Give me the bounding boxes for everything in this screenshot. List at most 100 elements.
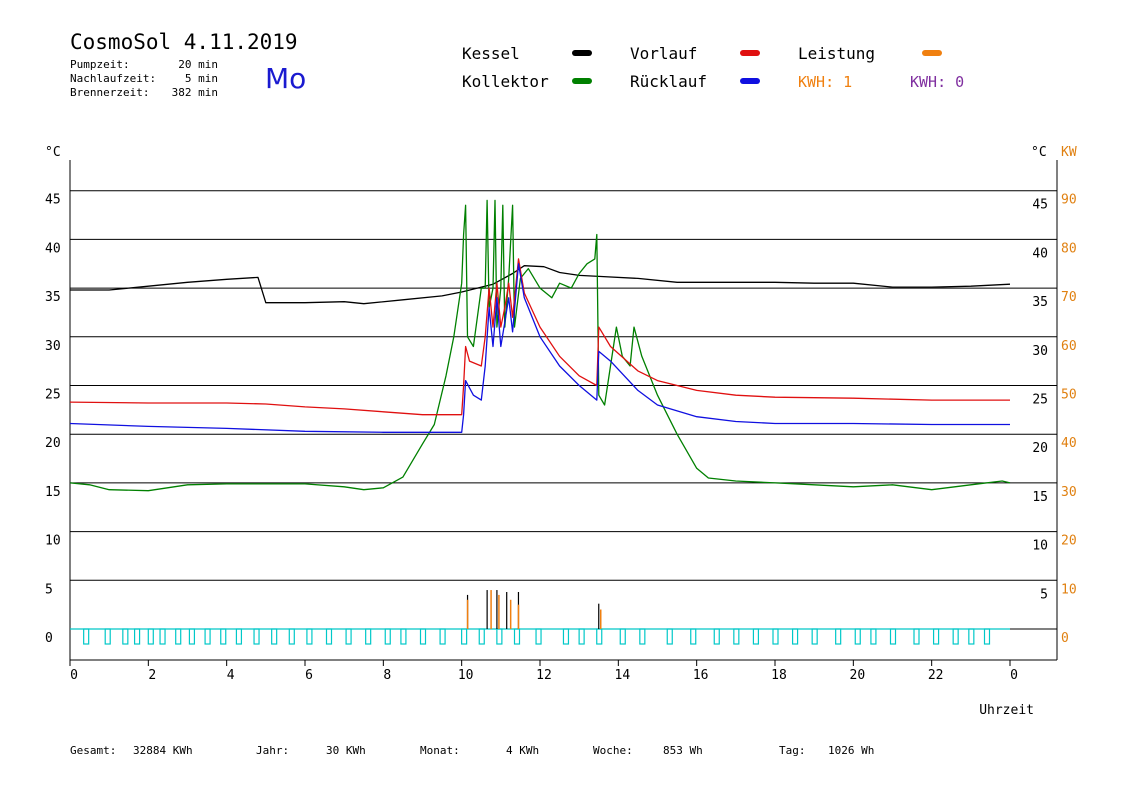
- y-axis-label-right-c: °C: [1031, 145, 1047, 160]
- pump-pulse: [122, 628, 129, 645]
- pump-pulse: [535, 628, 542, 645]
- burner-time-value: 382 min: [171, 86, 218, 99]
- y-axis-label-left: °C: [45, 145, 61, 160]
- pump-pulse: [365, 628, 372, 645]
- y-tick-left: 35: [45, 290, 61, 305]
- pump-time-value: 20 min: [178, 58, 218, 71]
- y-tick-right-c: 20: [1032, 441, 1048, 456]
- pump-pulse: [811, 628, 818, 645]
- pump-pulse: [253, 628, 260, 645]
- x-tick-label: 8: [383, 668, 391, 683]
- y-tick-right-kw: 60: [1061, 339, 1077, 354]
- footer-month-label: Monat:: [420, 744, 460, 757]
- y-tick-left: 20: [45, 436, 61, 451]
- footer-total-label: Gesamt:: [70, 744, 117, 757]
- legend-leistung-swatch: [922, 50, 942, 56]
- x-tick-label: 0: [70, 668, 78, 683]
- footer-year-value: 30 KWh: [326, 744, 366, 757]
- y-tick-right-kw: 40: [1061, 436, 1077, 451]
- pump-pulse: [478, 628, 485, 645]
- pump-pulse: [400, 628, 407, 645]
- pump-pulse: [439, 628, 446, 645]
- pump-pulse: [513, 628, 521, 645]
- legend-vorlauf-label: Vorlauf: [630, 44, 698, 63]
- y-tick-left: 10: [45, 534, 61, 549]
- pump-pulse: [562, 628, 570, 645]
- y-tick-left: 40: [45, 241, 61, 256]
- legend-kessel-label: Kessel: [462, 44, 520, 63]
- pump-pulse: [690, 628, 697, 645]
- pump-pulse: [83, 628, 90, 645]
- y-tick-right-c: 10: [1032, 539, 1048, 554]
- pump-pulse: [596, 628, 603, 645]
- pump-pulse: [889, 628, 897, 645]
- x-axis-label: Uhrzeit: [979, 703, 1034, 718]
- series-line-ruecklauf: [69, 263, 1010, 433]
- y-tick-right-c: 30: [1032, 344, 1048, 359]
- y-tick-right-c: 15: [1032, 490, 1048, 505]
- x-tick-label: 12: [536, 668, 552, 683]
- y-tick-left: 15: [45, 485, 61, 500]
- series-line-kessel: [70, 265, 1011, 305]
- x-tick-label: 14: [615, 668, 631, 683]
- pump-pulse: [854, 628, 861, 645]
- pump-pulse: [419, 628, 427, 645]
- footer-year-label: Jahr:: [256, 744, 290, 757]
- pump-pulse: [983, 628, 991, 645]
- pump-pulse: [968, 628, 975, 645]
- legend-kollektor-label: Kollektor: [462, 72, 549, 91]
- footer-week-value: 853 Wh: [663, 744, 703, 757]
- y-tick-right-c: 45: [1032, 198, 1048, 213]
- pump-pulse: [870, 628, 877, 645]
- pump-pulse: [666, 628, 673, 645]
- y-tick-right-c: 25: [1032, 393, 1048, 408]
- x-tick-label: 20: [850, 668, 866, 683]
- pump-pulse: [220, 628, 227, 645]
- x-tick-label: 6: [305, 668, 313, 683]
- pump-pulse: [325, 628, 333, 645]
- after-run-time-label: Nachlaufzeit:: [70, 72, 157, 85]
- pump-pulse: [306, 628, 313, 645]
- after-run-time-value: 5 min: [184, 72, 218, 85]
- weekday-label: Mo: [265, 62, 307, 95]
- legend-kollektor-swatch: [572, 78, 592, 84]
- pump-pulse: [461, 628, 468, 645]
- y-tick-right-kw: 10: [1061, 582, 1077, 597]
- burner-time-label: Brennerzeit:: [70, 86, 150, 99]
- pump-pulse: [271, 628, 278, 645]
- series-line-kollektor: [69, 199, 1011, 492]
- y-tick-left: 5: [45, 582, 53, 597]
- y-tick-right-kw: 0: [1061, 631, 1069, 646]
- footer-week-label: Woche:: [593, 744, 633, 757]
- pump-pulse: [752, 628, 760, 645]
- pump-pulse: [204, 628, 211, 645]
- pump-time-label: Pumpzeit:: [70, 58, 130, 71]
- footer-total-value: 32884 KWh: [133, 744, 193, 757]
- pump-pulse: [188, 628, 196, 645]
- pump-pulse: [384, 628, 391, 645]
- pump-pulse: [175, 628, 182, 645]
- pump-pulse: [713, 628, 720, 645]
- x-tick-label: 0: [1010, 668, 1018, 683]
- legend-kessel-swatch: [572, 50, 592, 56]
- x-tick-label: 16: [693, 668, 709, 683]
- pump-pulse: [791, 628, 799, 645]
- y-tick-right-c: 5: [1040, 587, 1048, 602]
- pump-pulse: [147, 628, 154, 645]
- pump-pulse: [619, 628, 626, 645]
- pump-pulse: [952, 628, 959, 645]
- footer-day-label: Tag:: [779, 744, 806, 757]
- legend-leistung-label: Leistung: [798, 44, 876, 63]
- y-tick-right-kw: 90: [1061, 193, 1077, 208]
- y-tick-left: 45: [45, 193, 61, 208]
- y-tick-right-kw: 30: [1061, 485, 1077, 500]
- y-tick-left: 30: [45, 339, 61, 354]
- pump-pulse: [235, 628, 243, 645]
- kwh-solar-label: KWH: 1: [798, 73, 853, 91]
- y-tick-right-c: 40: [1032, 246, 1048, 261]
- pump-pulse: [104, 628, 111, 645]
- legend-ruecklauf-label: Rücklauf: [630, 72, 708, 91]
- y-tick-right-kw: 70: [1061, 290, 1077, 305]
- footer-day-value: 1026 Wh: [828, 744, 875, 757]
